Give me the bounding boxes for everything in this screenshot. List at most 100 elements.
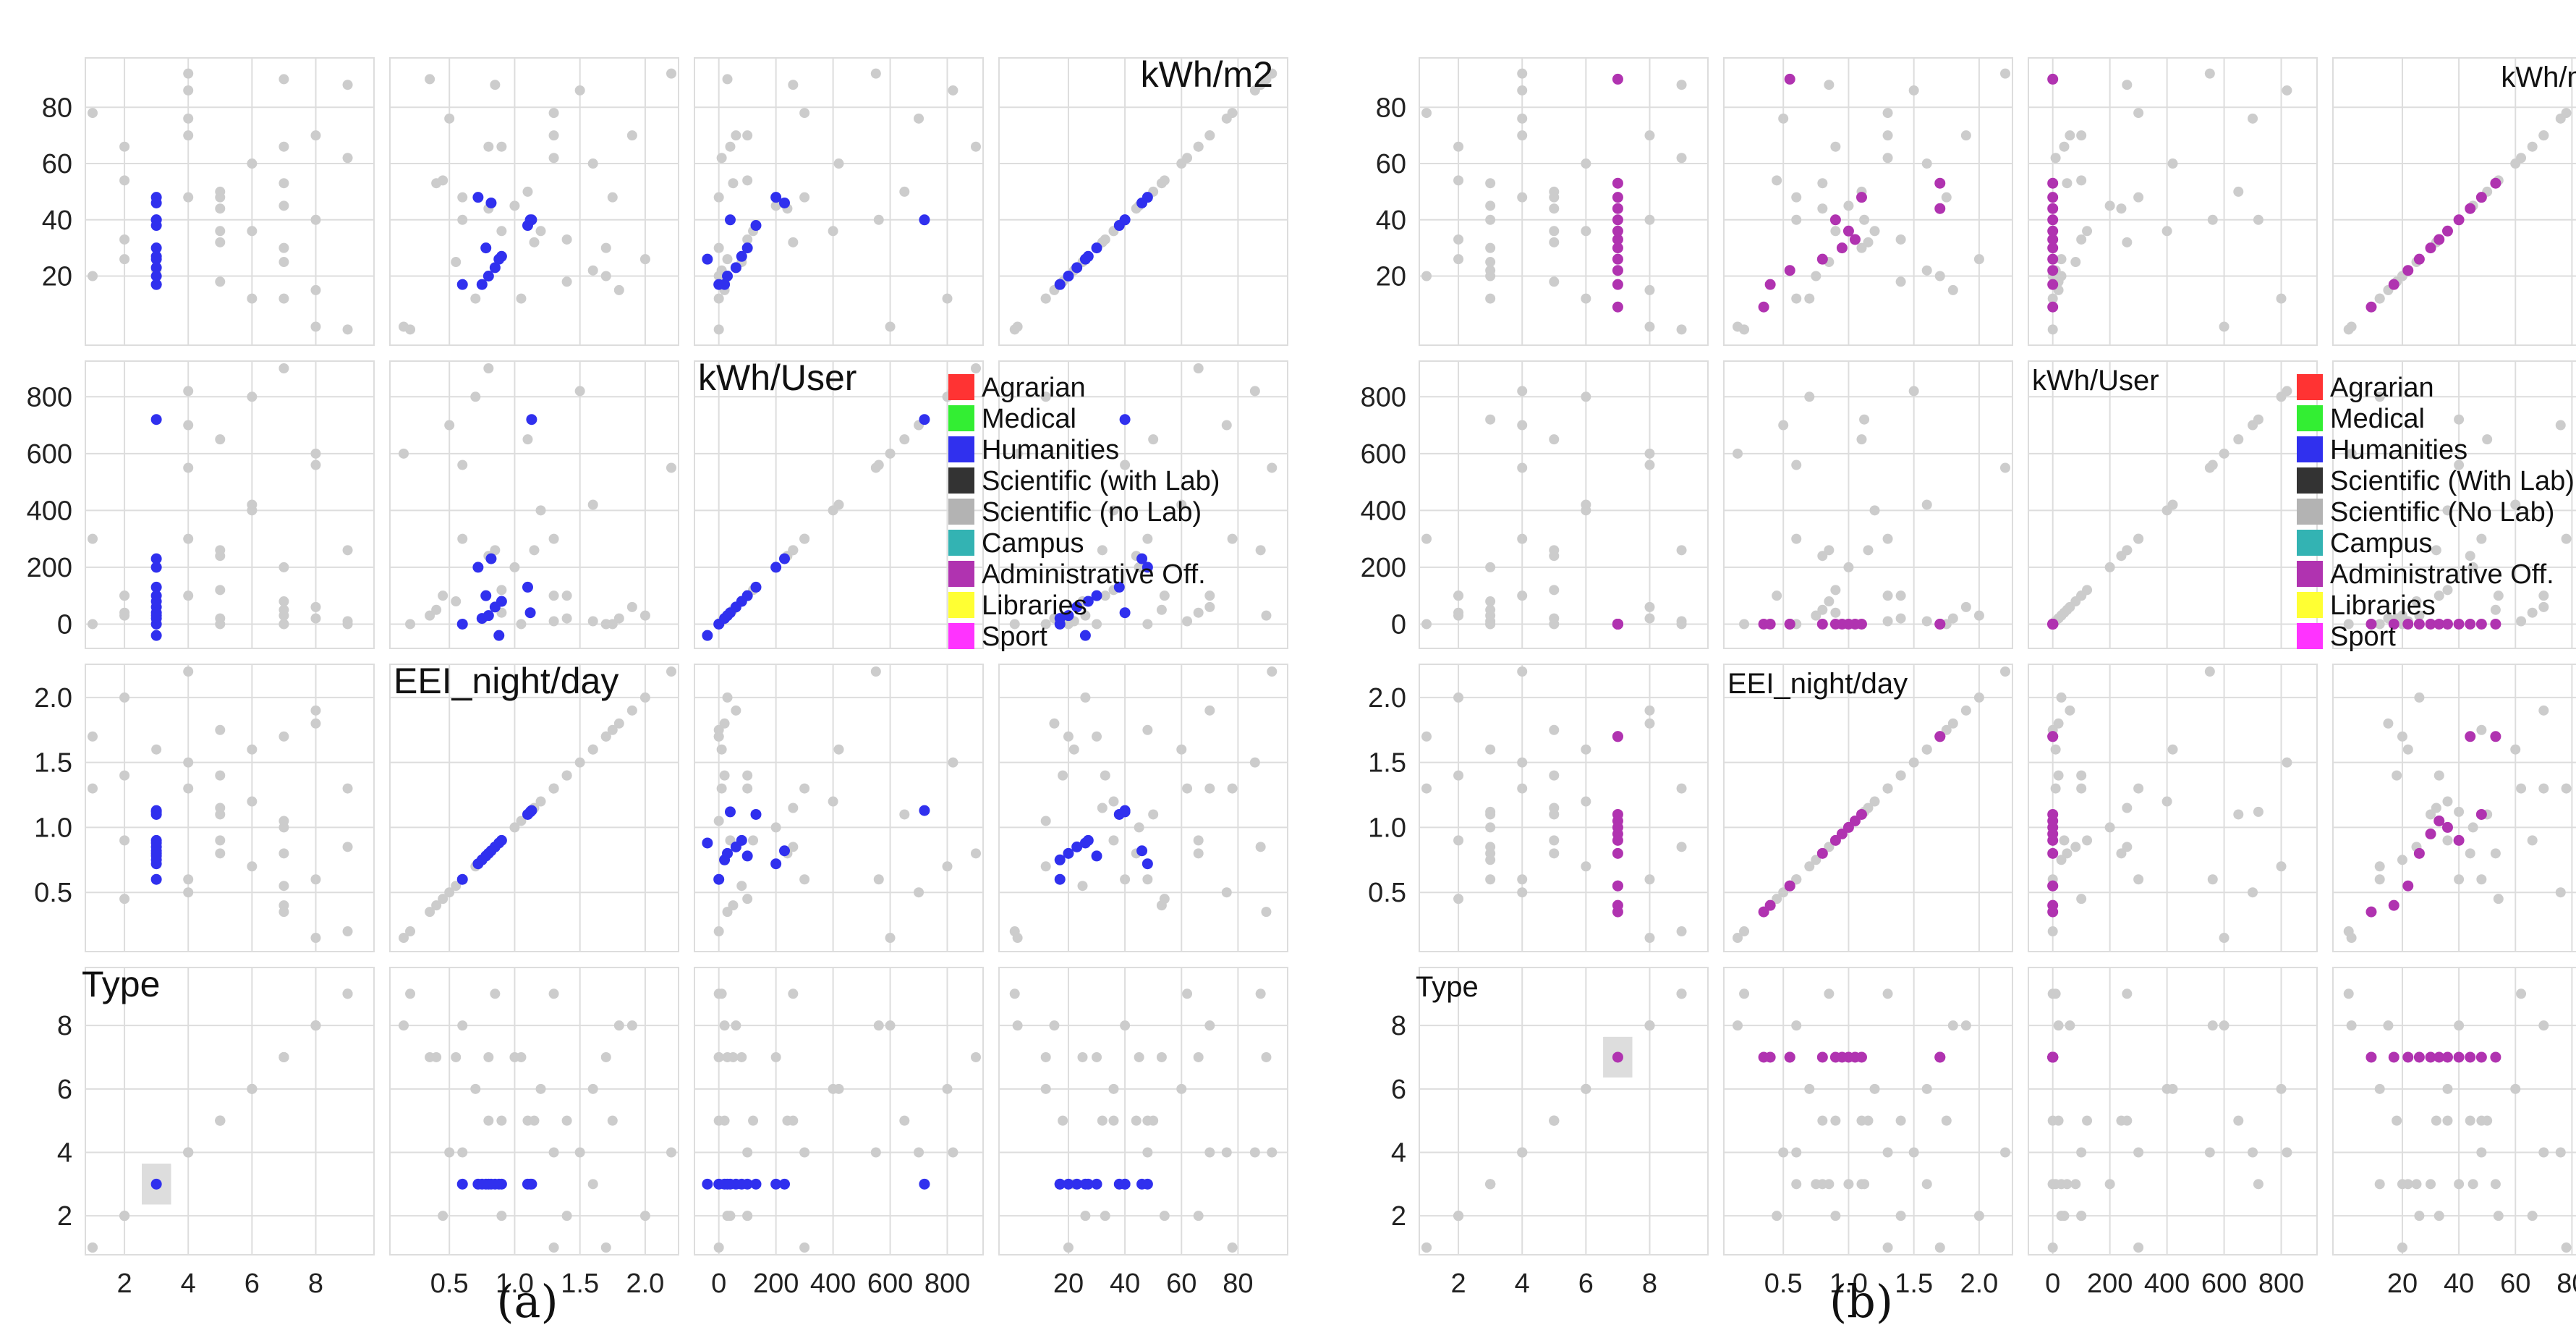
y-tick-label: 60	[42, 149, 72, 179]
data-point	[666, 666, 676, 677]
highlight-point	[2047, 731, 2059, 742]
data-point	[1421, 533, 1432, 544]
x-tick-label: 1.0	[1829, 1269, 1868, 1299]
data-point	[1778, 1147, 1789, 1158]
data-point	[2059, 141, 2070, 152]
cell-2-3	[2332, 360, 2576, 649]
highlight-point	[2475, 808, 2487, 820]
data-point	[799, 192, 810, 203]
data-point	[2207, 214, 2218, 225]
data-point	[2082, 1115, 2093, 1126]
data-point	[1947, 284, 1958, 295]
data-point	[516, 1051, 527, 1062]
highlight-point	[2490, 177, 2501, 189]
highlight-point	[1119, 414, 1131, 425]
data-point	[885, 1020, 896, 1031]
data-point	[1824, 545, 1835, 556]
data-point	[770, 1051, 781, 1062]
data-point	[828, 796, 838, 807]
data-point	[2402, 744, 2413, 755]
cell-2-0	[1419, 360, 1709, 649]
highlight-point	[2425, 242, 2436, 254]
highlight-point	[2490, 1051, 2501, 1063]
data-point	[870, 68, 881, 79]
data-point	[1772, 590, 1782, 601]
data-point	[342, 153, 353, 164]
data-point	[2253, 414, 2263, 425]
highlight-point	[1784, 265, 1795, 276]
data-point	[310, 284, 321, 295]
data-point	[1204, 1147, 1215, 1158]
data-point	[713, 1051, 724, 1062]
data-point	[736, 1051, 747, 1062]
data-point	[483, 1051, 494, 1062]
highlight-point	[1091, 590, 1102, 601]
data-point	[1733, 933, 1743, 944]
data-point	[2065, 1020, 2075, 1031]
data-point	[1421, 1242, 1432, 1253]
data-point	[2516, 783, 2527, 794]
data-point	[2493, 1211, 2504, 1221]
data-point	[770, 200, 781, 211]
data-point	[742, 783, 753, 794]
highlight-point	[1856, 1051, 1867, 1063]
data-point	[2527, 835, 2538, 846]
data-point	[279, 610, 289, 621]
data-point	[279, 619, 289, 630]
highlight-point	[719, 279, 731, 290]
data-point	[183, 68, 194, 79]
data-point	[2442, 505, 2453, 516]
highlight-point	[526, 805, 537, 816]
x-tick-label: 400	[2144, 1269, 2190, 1299]
data-point	[1549, 192, 1560, 203]
data-point	[2104, 1179, 2115, 1190]
cell-0-0: Type	[1416, 967, 1709, 1256]
data-point	[310, 130, 321, 141]
data-point	[247, 861, 258, 872]
data-point	[1182, 783, 1193, 794]
data-point	[1644, 130, 1655, 141]
cell-0-3	[998, 967, 1288, 1256]
data-point	[183, 420, 194, 431]
cell-1-2	[694, 664, 984, 952]
data-point	[1908, 386, 1919, 397]
cell-frame	[85, 360, 375, 649]
data-point	[1791, 1147, 1802, 1158]
y-tick-label: 80	[42, 93, 72, 123]
data-point	[2047, 988, 2058, 999]
data-point	[600, 271, 611, 281]
data-point	[2482, 434, 2493, 445]
data-point	[2161, 226, 2172, 237]
data-point	[1049, 718, 1060, 729]
highlight-point	[1612, 279, 1623, 290]
data-point	[799, 1147, 810, 1158]
data-point	[2065, 130, 2075, 141]
data-point	[1811, 271, 1822, 281]
cell-frame	[694, 57, 984, 346]
data-point	[1791, 1020, 1802, 1031]
data-point	[613, 284, 624, 295]
data-point	[183, 85, 194, 96]
data-point	[1182, 616, 1193, 627]
highlight-point	[2465, 1051, 2476, 1063]
highlight-point	[1764, 618, 1776, 630]
data-point	[885, 321, 896, 332]
data-point	[183, 533, 194, 544]
data-point	[1739, 988, 1750, 999]
data-point	[1485, 1179, 1496, 1190]
data-point	[1960, 130, 1971, 141]
data-point	[1676, 619, 1687, 630]
data-point	[1676, 153, 1687, 164]
data-point	[1921, 158, 1932, 169]
data-point	[1453, 254, 1464, 265]
data-point	[2442, 585, 2453, 596]
highlight-point	[1071, 841, 1083, 852]
highlight-point	[702, 837, 713, 849]
data-point	[279, 562, 289, 572]
data-point	[2076, 894, 2087, 905]
data-point	[279, 731, 289, 742]
data-point	[279, 74, 289, 85]
data-point	[2454, 874, 2465, 885]
data-point	[587, 1083, 598, 1094]
